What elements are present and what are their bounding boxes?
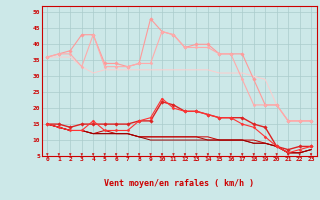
X-axis label: Vent moyen/en rafales ( km/h ): Vent moyen/en rafales ( km/h ) [104,179,254,188]
